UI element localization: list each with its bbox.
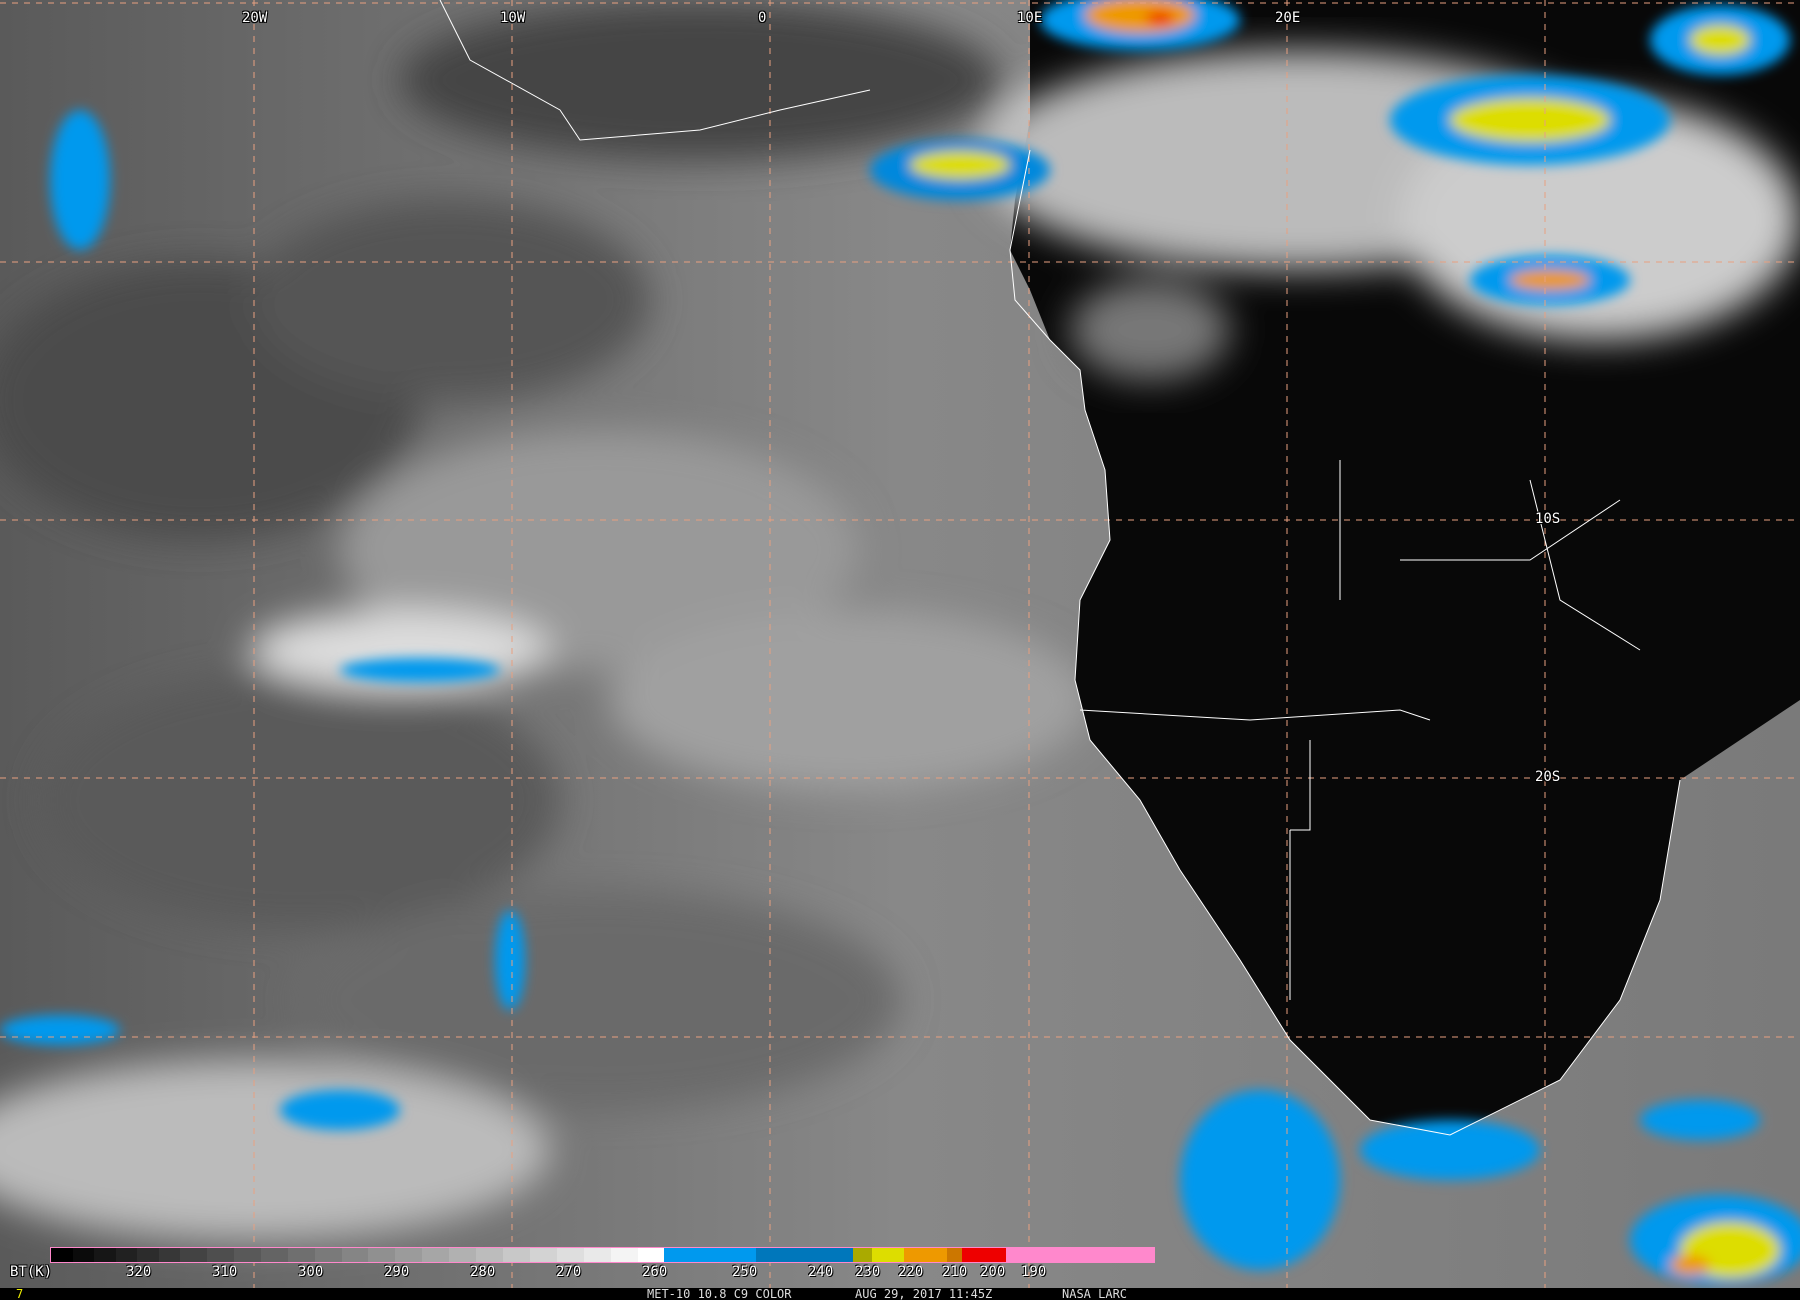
colorbar-tick-label: 290 (384, 1264, 410, 1280)
colorbar-segment (610, 1248, 638, 1262)
latitude-label: 10S (1535, 511, 1561, 527)
colorbar-segment (395, 1248, 423, 1262)
product-label: MET-10 10.8 C9 COLOR (647, 1287, 792, 1300)
longitude-label: 10W (500, 10, 526, 26)
colorbar-segment (72, 1248, 95, 1262)
colorbar-tick-label: 230 (855, 1264, 881, 1280)
colorbar-segment (51, 1248, 73, 1262)
country-borders (439, 0, 1681, 1136)
longitude-label: 10E (1017, 10, 1043, 26)
longitude-label: 20E (1275, 10, 1301, 26)
colorbar-segment (341, 1248, 369, 1262)
colorbar-tick-label: 260 (642, 1264, 668, 1280)
colorbar-segment (947, 1248, 963, 1262)
colorbar-segment (476, 1248, 503, 1262)
colorbar-segment (637, 1248, 665, 1262)
latitude-label: 20S (1535, 769, 1561, 785)
colorbar-tick-label: 300 (298, 1264, 324, 1280)
frame-number: 7 (16, 1287, 24, 1300)
colorbar-tick-label: 220 (898, 1264, 924, 1280)
colorbar-segment (180, 1248, 207, 1262)
colorbar-segment (852, 1248, 873, 1262)
longitude-label: 20W (242, 10, 268, 26)
colorbar-segment (287, 1248, 315, 1262)
colorbar-unit-label: BT(K) (10, 1264, 53, 1280)
colorbar-segment (962, 1248, 1006, 1262)
colorbar-segment (158, 1248, 181, 1262)
colorbar-segment (502, 1248, 530, 1262)
colorbar-tick-label: 270 (556, 1264, 582, 1280)
colorbar-segment (207, 1248, 234, 1262)
colorbar-segment (1005, 1248, 1155, 1262)
colorbar-tick-label: 200 (980, 1264, 1006, 1280)
colorbar-tick-label: 240 (808, 1264, 834, 1280)
colorbar-segment (314, 1248, 342, 1262)
longitude-label: 0 (758, 10, 767, 26)
colorbar-tick-label: 320 (126, 1264, 152, 1280)
colorbar-segment (260, 1248, 288, 1262)
colorbar-segment (449, 1248, 477, 1262)
colorbar-tick-label: 250 (732, 1264, 758, 1280)
colorbar-segment (529, 1248, 557, 1262)
colorbar-segment (583, 1248, 611, 1262)
colorbar-tick-label: 310 (212, 1264, 238, 1280)
colorbar-segment (556, 1248, 584, 1262)
colorbar-segment (664, 1248, 756, 1262)
colorbar-segment (94, 1248, 116, 1262)
colorbar-segment (904, 1248, 948, 1262)
colorbar-segment (422, 1248, 450, 1262)
colorbar-segment (755, 1248, 853, 1262)
credit-label: NASA LARC (1062, 1287, 1128, 1300)
color-scale-bar (50, 1247, 1155, 1263)
colorbar-segment (115, 1248, 138, 1262)
colorbar-segment (872, 1248, 905, 1262)
colorbar-segment (233, 1248, 261, 1262)
colorbar-tick-label: 190 (1021, 1264, 1047, 1280)
colorbar-segment (137, 1248, 159, 1262)
datetime-label: AUG 29, 2017 11:45Z (855, 1287, 993, 1300)
colorbar-segment (368, 1248, 396, 1262)
status-footer: 7 MET-10 10.8 C9 COLOR AUG 29, 2017 11:4… (0, 1287, 1800, 1300)
colorbar-tick-label: 280 (470, 1264, 496, 1280)
colorbar-tick-label: 210 (942, 1264, 968, 1280)
